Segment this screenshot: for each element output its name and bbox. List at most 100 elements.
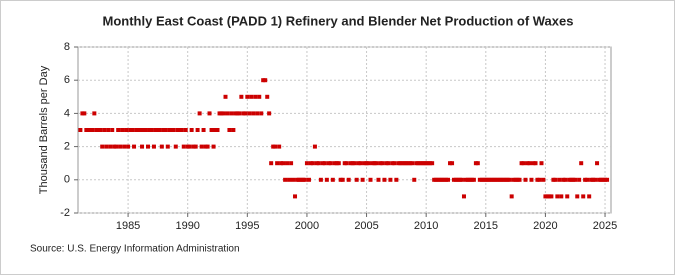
point — [591, 177, 596, 182]
point — [275, 161, 280, 166]
point — [298, 177, 303, 182]
point — [145, 144, 150, 149]
point — [430, 161, 435, 166]
point — [257, 94, 262, 99]
point — [147, 128, 152, 132]
point — [155, 128, 160, 132]
point — [151, 144, 156, 149]
point — [541, 177, 546, 182]
x-tick-label: 2020 — [533, 220, 557, 232]
point — [78, 128, 83, 132]
point — [553, 177, 558, 182]
point — [525, 161, 530, 166]
point — [475, 161, 480, 166]
point — [161, 128, 166, 132]
point — [227, 128, 232, 132]
point — [143, 128, 148, 132]
point — [328, 161, 333, 166]
point — [581, 194, 586, 199]
point — [135, 128, 140, 132]
x-tick-label: 1995 — [235, 220, 259, 232]
point — [495, 177, 500, 182]
point — [422, 161, 427, 166]
x-tick-label: 1985 — [116, 220, 140, 232]
point — [249, 94, 254, 99]
point — [382, 177, 387, 182]
point — [207, 111, 212, 116]
point — [459, 177, 464, 182]
point — [519, 161, 524, 166]
point — [84, 128, 89, 132]
y-axis-label: Thousand Barrels per Day — [38, 65, 50, 194]
point — [567, 177, 572, 182]
point — [157, 128, 162, 132]
x-tick-label: 2025 — [593, 220, 617, 232]
point — [461, 194, 466, 199]
point — [575, 194, 580, 199]
point — [259, 111, 264, 116]
point — [605, 177, 610, 182]
point — [571, 177, 576, 182]
point — [312, 144, 317, 149]
point — [531, 161, 536, 166]
point — [593, 177, 598, 182]
point — [358, 161, 363, 166]
point — [448, 161, 453, 166]
point — [293, 194, 298, 199]
point — [565, 194, 570, 199]
x-tick-label: 1990 — [175, 220, 199, 232]
point — [489, 177, 494, 182]
point — [543, 194, 548, 199]
point — [597, 177, 602, 182]
point — [451, 177, 456, 182]
point — [140, 144, 145, 149]
point — [332, 161, 337, 166]
point — [277, 144, 282, 149]
point — [362, 161, 367, 166]
point — [141, 128, 146, 132]
point — [465, 177, 470, 182]
point — [511, 177, 516, 182]
point — [285, 161, 290, 166]
point — [132, 144, 137, 149]
point — [440, 177, 445, 182]
point — [392, 161, 397, 166]
point — [153, 128, 158, 132]
point — [223, 94, 228, 99]
point — [108, 144, 113, 149]
point — [563, 177, 568, 182]
point — [229, 111, 234, 116]
point — [199, 144, 204, 149]
point — [225, 111, 230, 116]
point — [320, 161, 325, 166]
point — [380, 161, 385, 166]
y-tick-label: 4 — [64, 107, 70, 119]
point — [231, 128, 236, 132]
point — [453, 177, 458, 182]
point — [118, 144, 123, 149]
point — [112, 144, 117, 149]
point — [88, 128, 93, 132]
point — [573, 177, 578, 182]
point — [122, 144, 127, 149]
point — [104, 144, 109, 149]
point — [406, 161, 411, 166]
point — [245, 94, 250, 99]
point — [483, 177, 488, 182]
point — [251, 111, 256, 116]
point — [114, 144, 119, 149]
point — [324, 177, 329, 182]
point — [193, 144, 198, 149]
point — [434, 177, 439, 182]
point — [261, 78, 266, 83]
point — [183, 128, 188, 132]
point — [253, 94, 258, 99]
point — [100, 144, 105, 149]
point — [493, 177, 498, 182]
point — [302, 177, 307, 182]
point — [239, 94, 244, 99]
point — [197, 111, 202, 116]
point — [213, 128, 218, 132]
point — [366, 161, 371, 166]
point — [322, 161, 327, 166]
